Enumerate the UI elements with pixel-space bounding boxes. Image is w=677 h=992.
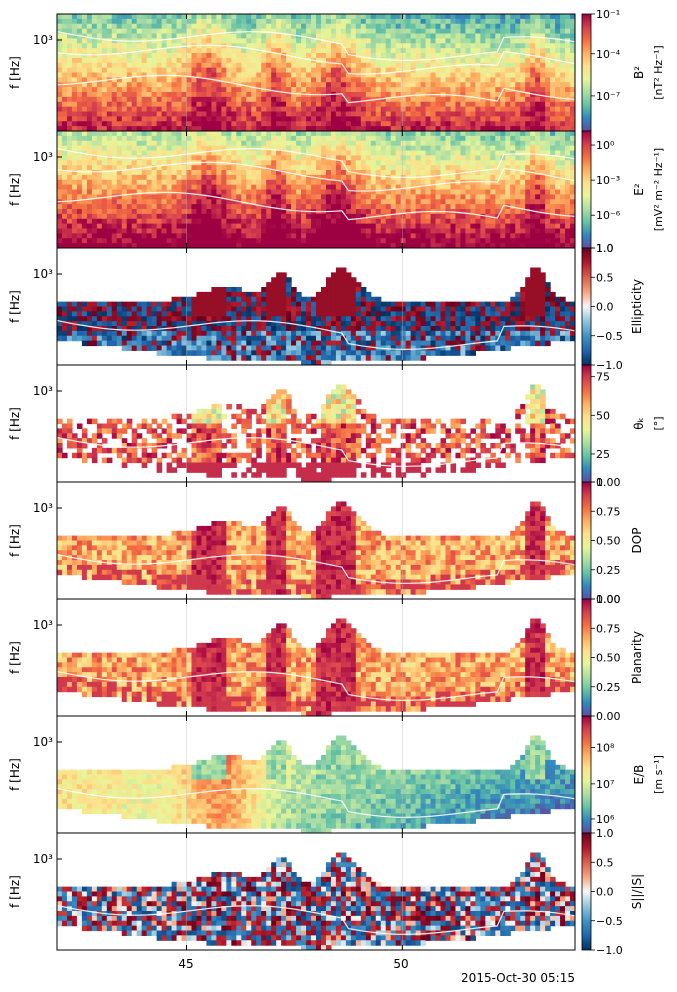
colorbar-label-6: Planarity: [630, 631, 644, 684]
f-tick-label-2: 10³: [33, 150, 53, 164]
colorbar-tick-1-3: 10⁻⁷: [596, 90, 620, 103]
colorbar-tick-7-2: 10⁷: [596, 778, 614, 791]
panel-7: 10³ f [Hz] 10⁸ 10⁷ 10⁶ E/B [m s⁻¹]: [8, 715, 665, 834]
colorbar-label-3: Ellipticity: [630, 279, 644, 334]
colorbar-tick-4-1: 75: [596, 371, 610, 384]
ylabel-8: f [Hz]: [8, 875, 22, 908]
panel-1: 10³ f [Hz] 10⁻¹ 10⁻⁴ 10⁻⁷ B² [nT² Hz⁻¹]: [8, 8, 665, 132]
colorbar-4: 75 50 25 0 θₖ [°]: [581, 364, 665, 489]
colorbar-tick-8-5: −1.0: [596, 944, 623, 957]
colorbar-3: 1.0 0.5 0.0 −0.5 −1.0 Ellipticity: [581, 242, 644, 372]
colorbar-tick-8-2: 0.5: [596, 856, 614, 869]
colorbar-tick-3-1: 1.0: [596, 242, 614, 255]
frequency-lines-4: [57, 436, 575, 467]
f-tick-label-1: 10³: [33, 33, 53, 47]
colorbar-tick-6-2: 0.75: [596, 622, 621, 635]
colorbar-tick-5-2: 0.75: [596, 505, 621, 518]
spectrogram-7: [57, 735, 575, 833]
colorbar-tick-5-3: 0.50: [596, 535, 621, 548]
colorbar-tick-2-2: 10⁻³: [596, 174, 620, 187]
frequency-lines-6: [57, 670, 575, 701]
f-tick-label-8: 10³: [33, 852, 53, 866]
colorbar-tick-2-4: 1.0: [596, 242, 614, 255]
spectrogram-8: [57, 852, 575, 950]
panel-4: 10³ f [Hz] 75 50 25 0 θₖ [°]: [8, 364, 665, 489]
colorbar-label-4: θₖ: [632, 417, 646, 429]
colorbar-tick-7-3: 10⁶: [596, 813, 615, 826]
colorbar-label-2: E²: [632, 183, 646, 196]
colorbar-tick-8-3: 0.0: [596, 886, 614, 899]
panel-3: 10³ f [Hz] 1.0 0.5 0.0 −0.5 −1.0 Ellipticity: [8, 242, 644, 372]
colorbar-tick-2-3: 10⁻⁶: [596, 209, 621, 222]
panel-frame-8: [56, 832, 576, 951]
spectrogram-3: [57, 267, 575, 365]
spectrogram-2: [57, 131, 575, 248]
colorbar-tick-8-1: 1.0: [596, 827, 614, 840]
colorbar-tick-5-1: 1.00: [596, 476, 621, 489]
colorbar-tick-8-4: −0.5: [596, 915, 623, 928]
frequency-lines-1: [57, 31, 575, 104]
panel-8: 10³ f [Hz] 1.0 0.5 0.0 −0.5 −1.0 S||/|S|: [8, 827, 644, 957]
spectrogram-5: [57, 501, 575, 599]
frequency-lines-8: [57, 904, 575, 935]
frequency-lines-2: [57, 148, 575, 221]
spectrogram-6: [57, 618, 575, 716]
panel-6: 10³ f [Hz] 1.00 0.75 0.50 0.25 0.00 Planarity: [8, 593, 644, 723]
ylabel-5: f [Hz]: [8, 524, 22, 557]
colorbar-tick-1-2: 10⁻⁴: [596, 48, 621, 61]
colorbar-tick-4-4: 0: [596, 476, 603, 489]
colorbar-tick-3-3: 0.0: [596, 301, 614, 314]
colorbar-tick-7-1: 10⁸: [596, 742, 615, 755]
spectrogram-4: [57, 384, 575, 482]
colorbar-tick-3-2: 0.5: [596, 271, 614, 284]
x-tick-label-45: 45: [178, 957, 193, 971]
colorbar-unit-2: [mV² m⁻² Hz⁻¹]: [652, 148, 665, 231]
colorbar-tick-6-1: 1.00: [596, 593, 621, 606]
ylabel-4: f [Hz]: [8, 407, 22, 440]
colorbar-tick-1-1: 10⁻¹: [596, 8, 620, 21]
colorbar-label-5: DOP: [630, 528, 644, 554]
spectrogram-1: [57, 14, 575, 131]
f-tick-label-3: 10³: [33, 267, 53, 281]
colorbar-7: 10⁸ 10⁷ 10⁶ E/B [m s⁻¹]: [581, 715, 665, 834]
ylabel-7: f [Hz]: [8, 758, 22, 791]
colorbar-2: 10⁰ 10⁻³ 10⁻⁶ 1.0 E² [mV² m⁻² Hz⁻¹]: [581, 130, 665, 255]
f-tick-label-7: 10³: [33, 735, 53, 749]
panel-2: 10³ f [Hz] 10⁰ 10⁻³ 10⁻⁶ 1.0 E² [mV² m⁻² Hz⁻¹]: [8, 130, 665, 255]
colorbar-tick-6-3: 0.50: [596, 652, 621, 665]
colorbar-tick-5-4: 0.25: [596, 564, 621, 577]
colorbar-label-8: S||/|S|: [630, 874, 644, 909]
f-tick-label-4: 10³: [33, 384, 53, 398]
colorbar-tick-4-3: 25: [596, 448, 610, 461]
colorbar-tick-3-4: −0.5: [596, 330, 623, 343]
colorbar-unit-4: [°]: [652, 416, 665, 430]
f-tick-label-6: 10³: [33, 618, 53, 632]
colorbar-tick-6-4: 0.25: [596, 681, 621, 694]
colorbar-label-1: B²: [632, 66, 646, 79]
time-caption: 2015-Oct-30 05:15: [461, 971, 575, 985]
colorbar-1: 10⁻¹ 10⁻⁴ 10⁻⁷ B² [nT² Hz⁻¹]: [581, 8, 665, 132]
ylabel-2: f [Hz]: [8, 173, 22, 206]
colorbar-6: 1.00 0.75 0.50 0.25 0.00 Planarity: [581, 593, 644, 723]
colorbar-5: 1.00 0.75 0.50 0.25 0.00 DOP: [581, 476, 644, 606]
colorbar-tick-5-5: 0.00: [596, 593, 621, 606]
colorbar-8: 1.0 0.5 0.0 −0.5 −1.0 S||/|S|: [581, 827, 644, 957]
ylabel-3: f [Hz]: [8, 290, 22, 323]
frequency-lines-7: [57, 787, 575, 818]
x-tick-label-50: 50: [393, 957, 408, 971]
f-tick-label-5: 10³: [33, 501, 53, 515]
colorbar-tick-4-2: 50: [596, 409, 610, 422]
panel-5: 10³ f [Hz] 1.00 0.75 0.50 0.25 0.00 DOP: [8, 476, 644, 606]
colorbar-unit-1: [nT² Hz⁻¹]: [652, 45, 665, 99]
colorbar-tick-3-5: −1.0: [596, 359, 623, 372]
colorbar-tick-2-1: 10⁰: [596, 139, 615, 152]
frequency-lines-5: [57, 553, 575, 584]
colorbar-unit-7: [m s⁻¹]: [652, 755, 665, 794]
frequency-lines-3: [57, 319, 575, 350]
ylabel-6: f [Hz]: [8, 641, 22, 674]
ylabel-1: f [Hz]: [8, 56, 22, 89]
colorbar-label-7: E/B: [632, 765, 646, 785]
colorbar-tick-6-5: 0.00: [596, 710, 621, 723]
